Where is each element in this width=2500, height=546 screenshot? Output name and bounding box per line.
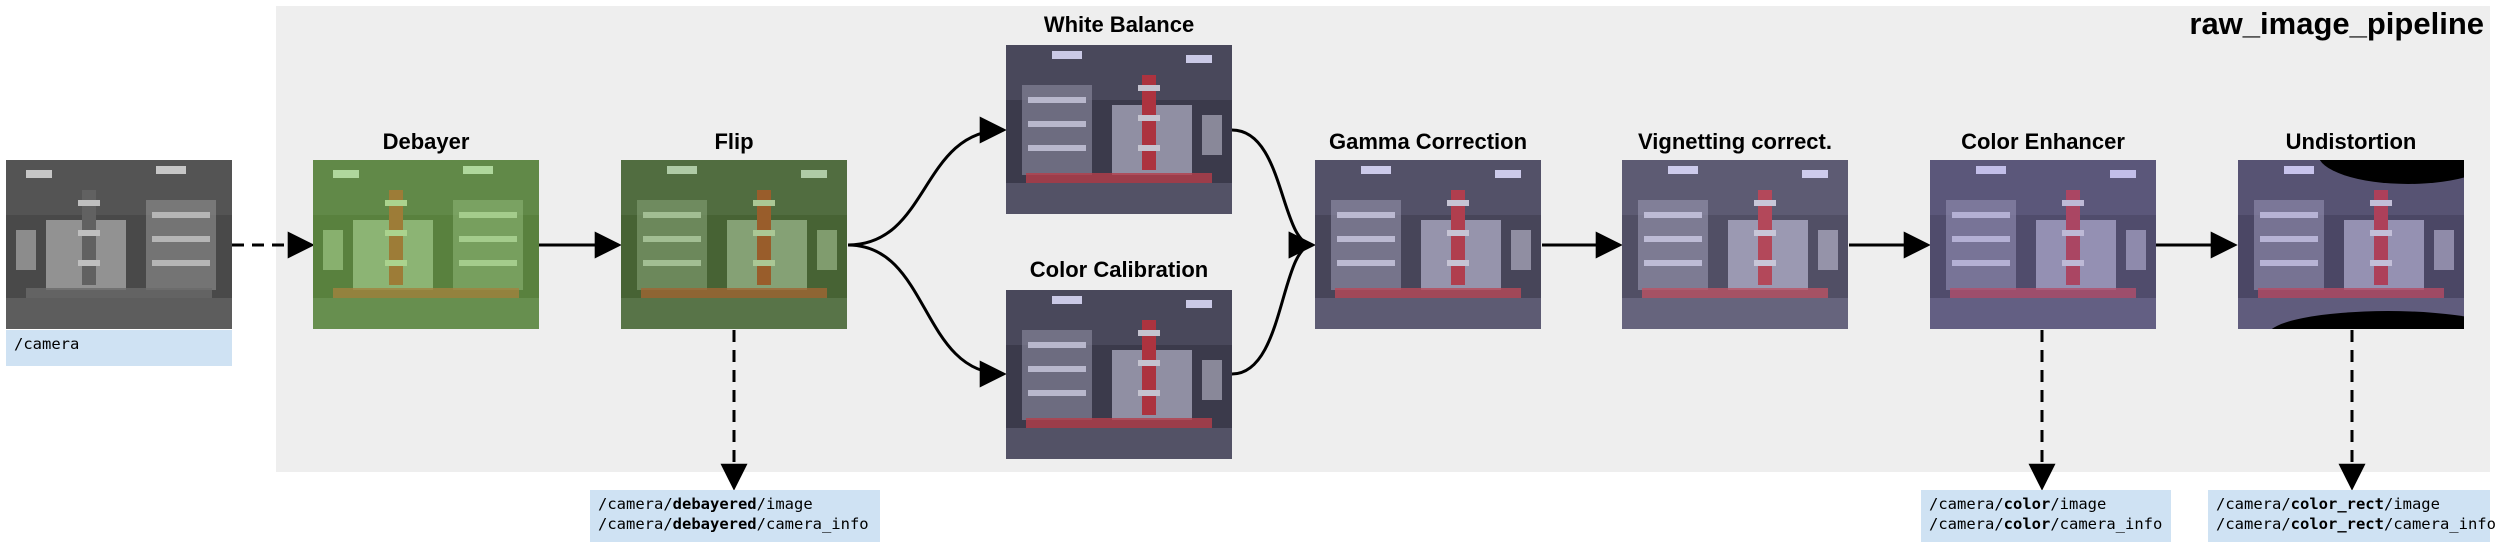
arrow-white-balance-to-gamma — [1231, 128, 1316, 259]
stage-title-debayer: Debayer — [382, 129, 470, 154]
arrow-flip-to-white-balance — [847, 116, 1007, 247]
color-calibration-image — [1006, 290, 1232, 459]
vignetting-image — [1622, 160, 1848, 329]
raw-camera-image — [6, 160, 232, 329]
undistortion-image — [2238, 160, 2464, 329]
arrow-color-calibration-to-gamma — [1231, 231, 1316, 376]
white-balance-image — [1006, 45, 1232, 214]
color-enhancer-image — [1930, 160, 2156, 329]
stage-title-undistortion: Undistortion — [2285, 129, 2417, 154]
pipeline-title: raw_image_pipeline — [2189, 6, 2484, 41]
gamma-correction-image — [1315, 160, 1541, 329]
debayer-image — [313, 160, 539, 329]
color-rect-topic-label: /camera/color_rect/image /camera/color_r… — [2208, 490, 2496, 542]
debayered-topic-label: /camera/debayered/image /camera/debayere… — [590, 490, 880, 542]
stage-title-white-balance: White Balance — [1043, 12, 1195, 37]
color-topic-label: /camera/color/image /camera/color/camera… — [1921, 490, 2171, 542]
camera-topic-label: /camera — [6, 330, 232, 366]
stage-title-color-enhancer: Color Enhancer — [1961, 129, 2125, 154]
stage-title-flip: Flip — [714, 129, 754, 154]
flip-image — [621, 160, 847, 329]
arrow-flip-to-color-calibration — [847, 243, 1007, 388]
stage-title-vignetting: Vignetting correct. — [1638, 129, 1832, 154]
stage-title-color-calibration: Color Calibration — [1029, 257, 1209, 282]
stage-title-gamma-correction: Gamma Correction — [1328, 129, 1528, 154]
